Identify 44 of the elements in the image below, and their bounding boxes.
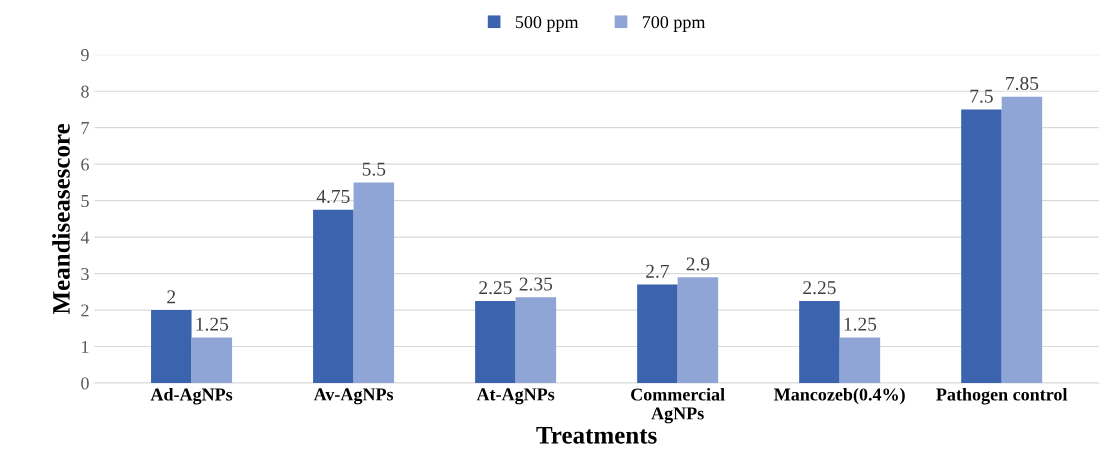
data-label: 2.25 xyxy=(479,281,512,295)
bar xyxy=(1001,96,1043,384)
bar xyxy=(839,337,881,384)
y-tick-label: 7 xyxy=(81,122,89,134)
data-label: 7.5 xyxy=(970,89,993,103)
y-tick-label: 9 xyxy=(81,49,89,62)
x-tick-label: Mancozeb(0.4%) xyxy=(774,387,905,405)
data-label: 2.9 xyxy=(686,257,710,271)
data-label: 7.85 xyxy=(1006,76,1039,91)
data-label: 4.75 xyxy=(316,190,350,204)
legend-label: 500 ppm xyxy=(515,16,579,32)
y-axis-title: Meandiseasescore xyxy=(52,123,70,315)
bar xyxy=(961,109,1002,384)
bar xyxy=(475,300,516,384)
x-tick-label: At-AgNPs xyxy=(476,388,555,405)
x-tick-label: Commercial AgNPs xyxy=(631,387,725,424)
bar xyxy=(353,182,395,384)
y-tick-label: 2 xyxy=(81,304,89,317)
bar xyxy=(637,284,678,384)
data-label: 5.5 xyxy=(362,162,386,176)
data-label: 1.25 xyxy=(196,317,229,331)
y-tick-label: 8 xyxy=(81,85,89,98)
y-tick-label: 4 xyxy=(80,231,90,244)
x-tick-label: Ad-AgNPs xyxy=(150,387,233,405)
data-label: 1.25 xyxy=(844,317,877,331)
data-label: 2 xyxy=(167,290,176,304)
bar xyxy=(515,297,557,384)
y-tick-label: 5 xyxy=(81,195,89,208)
data-label: 2.35 xyxy=(519,277,553,291)
data-label: 2.7 xyxy=(646,264,669,278)
bar xyxy=(799,300,840,384)
x-tick-label: Pathogen control xyxy=(936,387,1068,405)
y-tick-label: 1 xyxy=(82,340,89,353)
y-tick-label: 6 xyxy=(81,158,89,171)
y-tick-label: 3 xyxy=(81,267,89,281)
x-axis-title: Treatments xyxy=(536,427,657,444)
bar xyxy=(313,209,354,384)
legend-label: 700 ppm xyxy=(642,16,706,32)
bar xyxy=(191,337,233,384)
bar xyxy=(677,277,719,384)
bar xyxy=(151,310,192,384)
y-tick-label: 0 xyxy=(81,377,89,390)
data-label: 2.25 xyxy=(803,281,836,295)
x-tick-label: Av-AgNPs xyxy=(313,388,394,405)
